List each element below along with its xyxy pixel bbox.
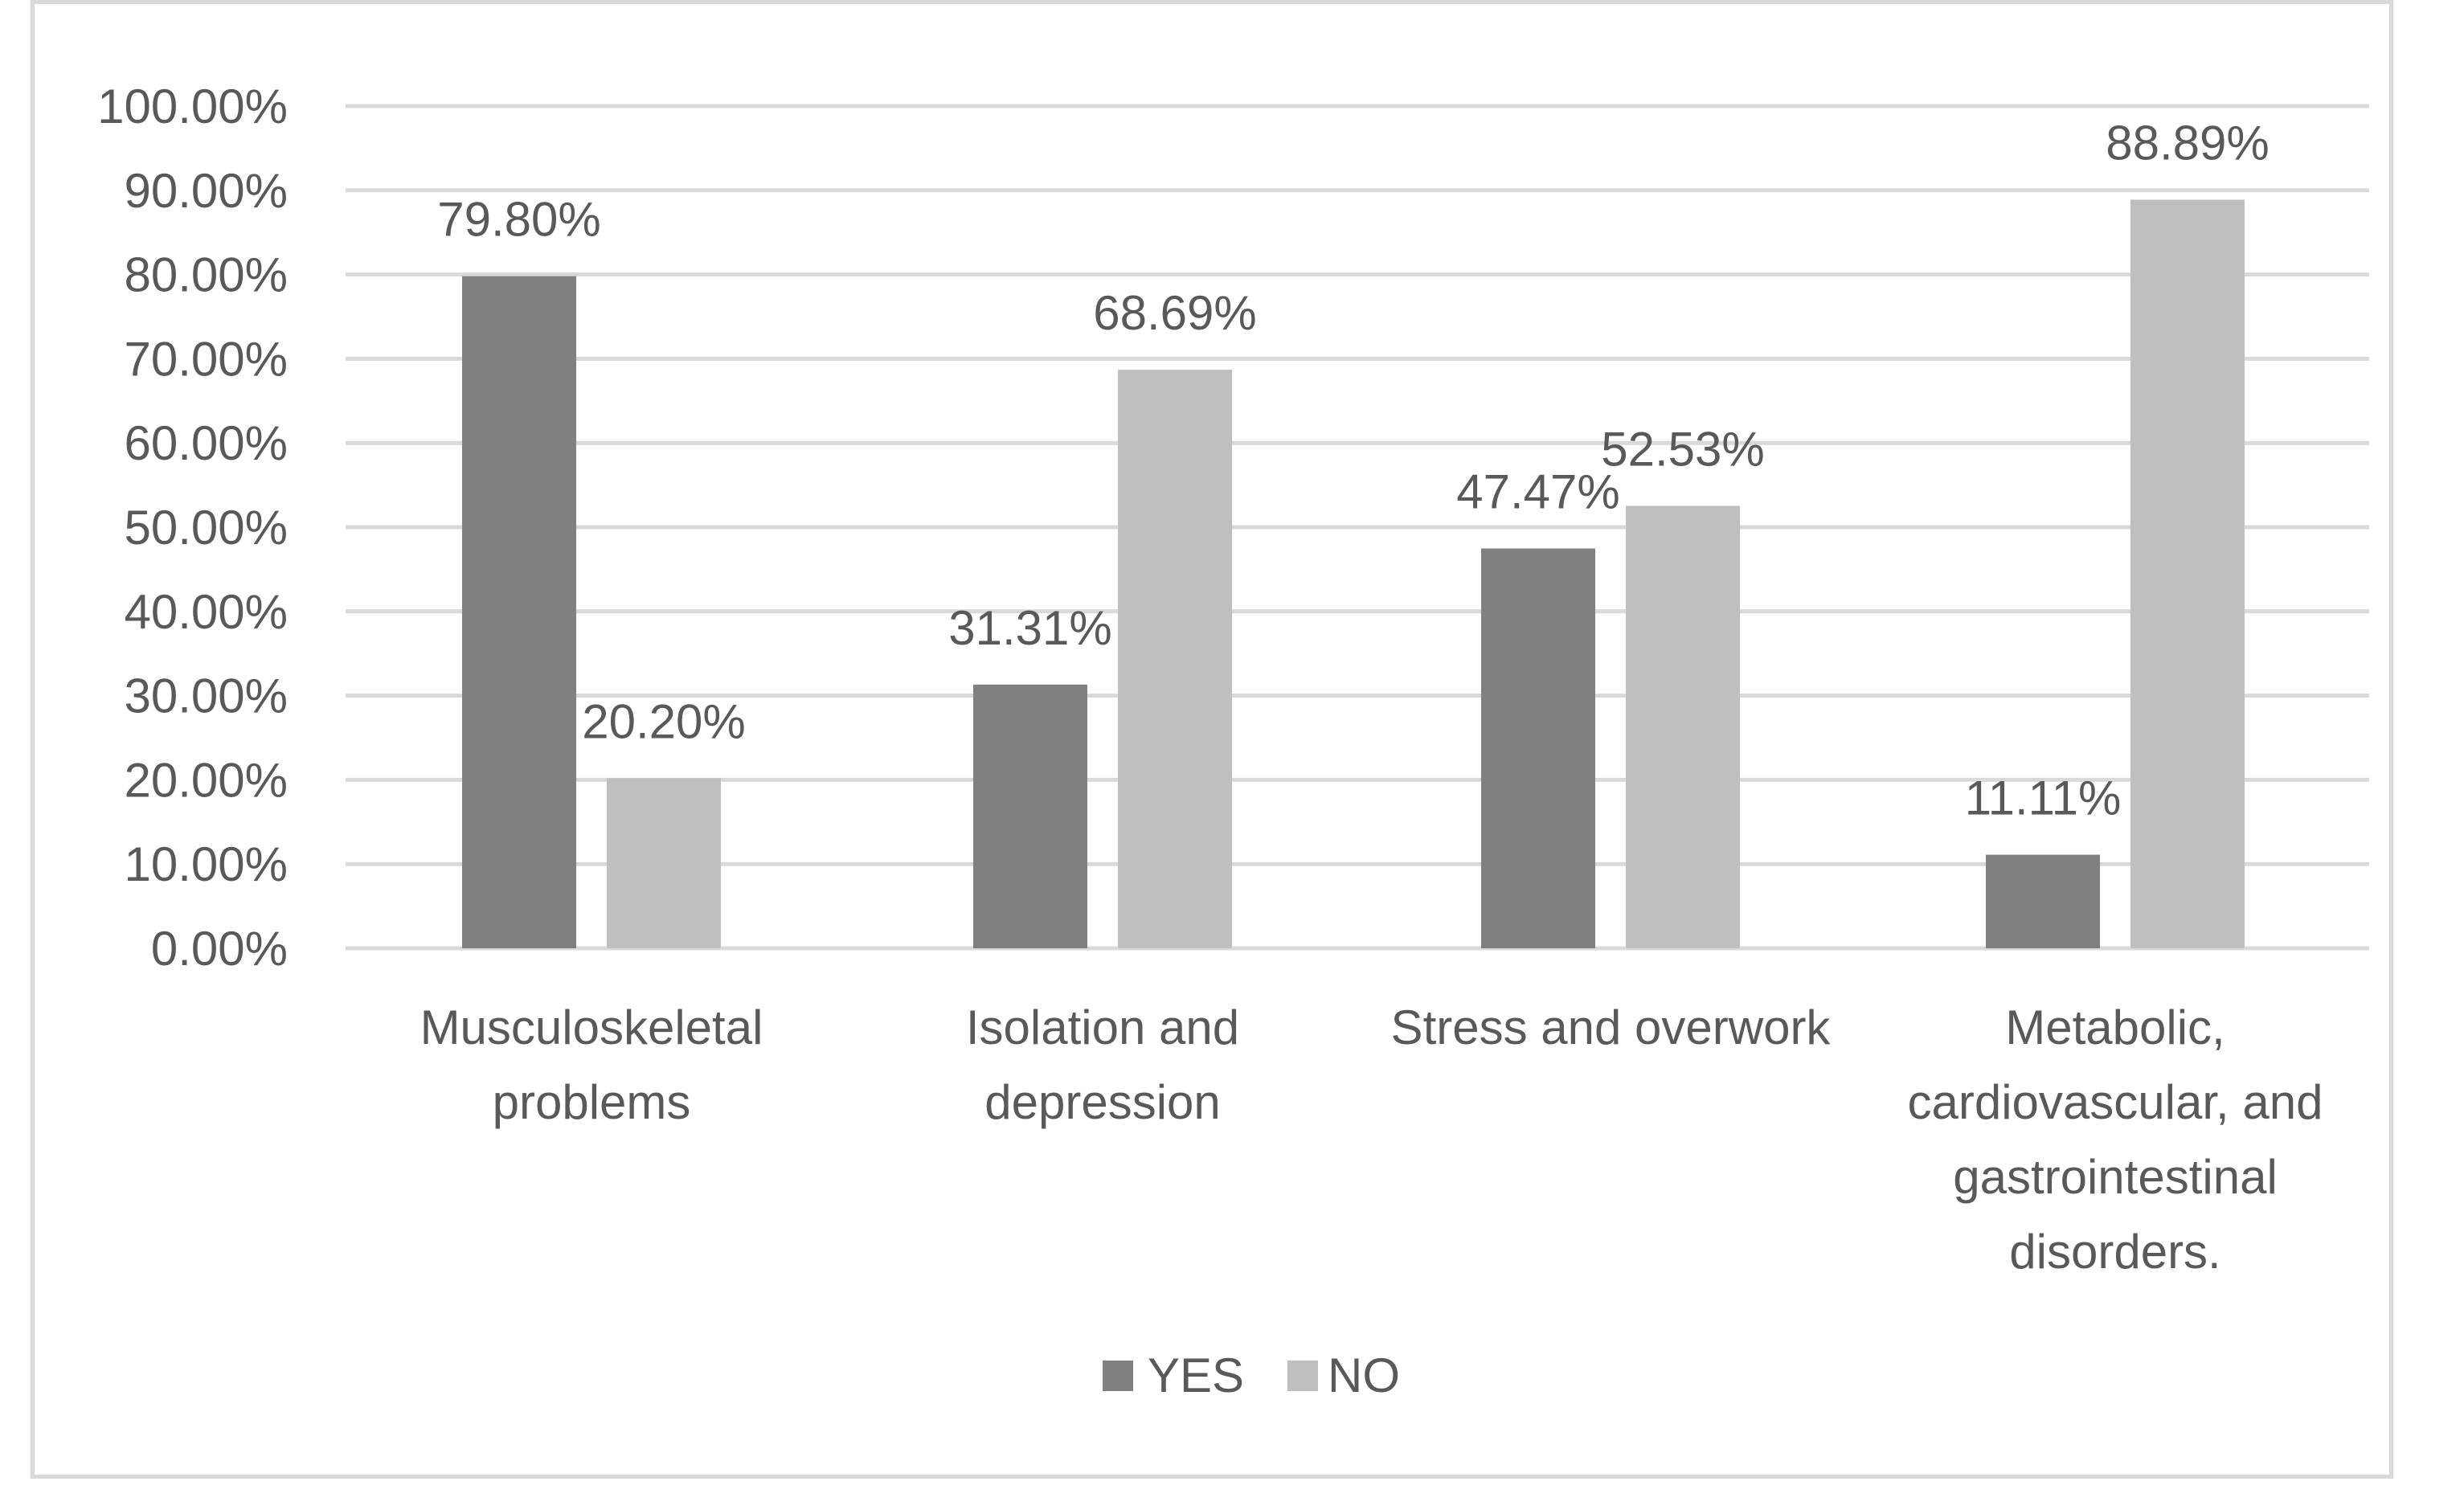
category-label-line: disorders. [2009,1225,2220,1279]
legend-label-yes: YES [1148,1348,1244,1402]
y-tick-label: 90.00% [125,164,289,218]
category-label-line: Isolation and [966,1001,1239,1054]
category-label-line: depression [984,1075,1221,1129]
y-tick-label: 20.00% [125,753,289,807]
y-tick-label: 80.00% [125,248,289,302]
bar-no-0 [607,778,721,948]
y-tick-label: 40.00% [125,585,289,639]
bar-yes-0 [462,276,576,948]
data-label-yes: 79.80% [437,193,601,247]
legend-swatch-no [1287,1361,1318,1391]
y-tick-label: 30.00% [125,669,289,723]
data-label-yes: 47.47% [1456,465,1620,519]
legend: YES NO [1103,1348,1400,1402]
bar-no-2 [1626,505,1740,948]
y-tick-label: 50.00% [125,501,289,555]
category-label-line: Metabolic, [2005,1001,2225,1054]
y-tick-label: 70.00% [125,332,289,386]
data-labels: 79.80% 31.31% 47.47% 11.11% 20.20% 68.69% 52.5… [437,116,2270,825]
bar-yes-3 [1986,854,2100,948]
bar-yes-1 [973,684,1087,948]
bar-no-1 [1118,370,1232,949]
category-label: Metabolic, cardiovascular, and gastrointes… [1908,1001,2323,1279]
category-label-line: cardiovascular, and [1908,1075,2323,1129]
category-label-line: Musculoskeletal [420,1001,763,1054]
data-label-yes: 11.11% [1965,771,2122,825]
category-label: Stress and overwork [1391,1001,1832,1054]
bar-no-3 [2130,199,2245,948]
data-label-no: 88.89% [2106,116,2270,170]
category-label-line: Stress and overwork [1391,1001,1832,1054]
data-label-no: 20.20% [582,694,746,748]
category-label: Isolation and depression [966,1001,1239,1129]
data-label-no: 52.53% [1601,422,1765,476]
bars [462,199,2245,949]
category-label-line: problems [493,1075,691,1129]
y-axis-tick-labels: 0.00% 10.00% 20.00% 30.00% 40.00% 50.00% 60.00… [97,80,288,976]
legend-label-no: NO [1328,1348,1400,1402]
x-axis-category-labels: Musculoskeletal problems Isolation and depr… [420,1001,2323,1279]
category-label-line: gastrointestinal [1953,1150,2278,1204]
data-label-no: 68.69% [1093,286,1257,340]
bar-yes-2 [1481,548,1595,948]
y-tick-label: 60.00% [125,416,289,470]
y-tick-label: 0.00% [151,922,288,976]
y-tick-label: 10.00% [125,837,289,891]
category-label: Musculoskeletal problems [420,1001,763,1129]
y-tick-label: 100.00% [97,80,288,133]
legend-swatch-yes [1103,1361,1133,1391]
data-label-yes: 31.31% [948,601,1112,655]
